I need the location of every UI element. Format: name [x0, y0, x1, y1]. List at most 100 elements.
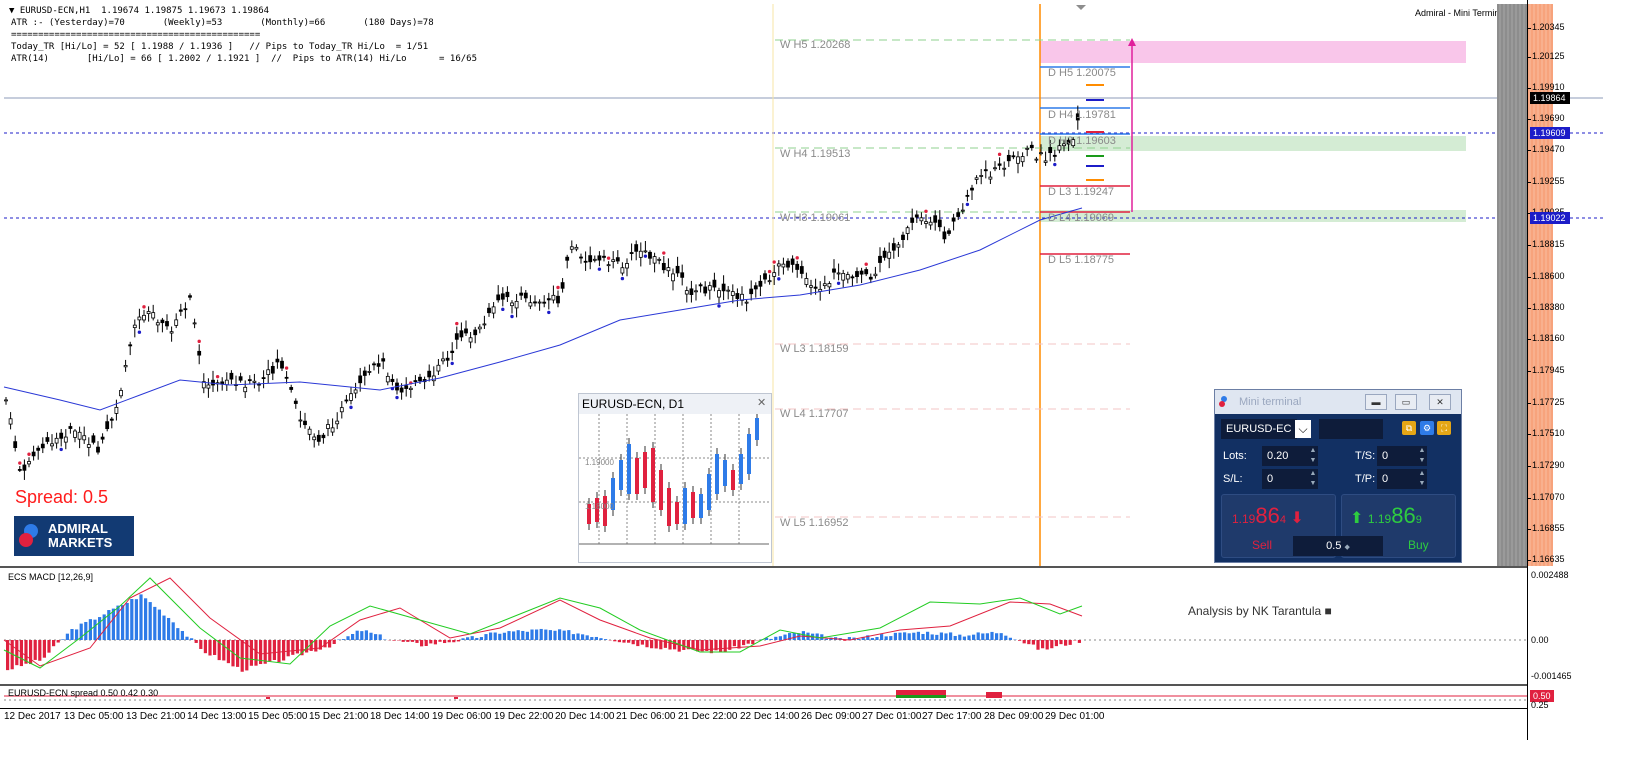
time-axis-label: 27 Dec 01:00: [862, 711, 922, 722]
macd-histogram-bar: [314, 640, 318, 652]
macd-histogram-bar: [746, 640, 750, 644]
symbol-dropdown-icon[interactable]: ⌵: [1295, 420, 1311, 438]
macd-histogram-bar: [562, 630, 566, 640]
scrollbar-track[interactable]: [1497, 4, 1527, 566]
macd-histogram-bar: [567, 630, 571, 640]
sell-price-small: 1.19: [1232, 512, 1256, 526]
ts-input[interactable]: 0: [1377, 446, 1417, 466]
sl-input[interactable]: 0: [1262, 469, 1308, 489]
candle-body: [266, 369, 271, 375]
candle-body: [634, 244, 639, 252]
fractal-up-marker: [455, 321, 459, 326]
macd-histogram-bar: [217, 640, 221, 661]
macd-histogram-bar: [452, 640, 456, 643]
macd-histogram-bar: [861, 636, 865, 640]
copy-icon[interactable]: ⧉: [1402, 421, 1416, 435]
macd-histogram-bar: [282, 640, 286, 661]
d1-candle-body: [675, 502, 679, 524]
candle-body: [123, 365, 128, 368]
candle-body: [813, 286, 818, 289]
macd-histogram-bar: [783, 634, 787, 640]
close-button[interactable]: ✕: [1429, 394, 1451, 410]
macd-histogram-bar: [548, 630, 552, 640]
macd-histogram-bar: [663, 640, 667, 648]
candle-body: [1039, 152, 1043, 155]
macd-histogram-bar: [857, 639, 861, 640]
candle-body: [436, 364, 441, 372]
macd-histogram-bar: [38, 640, 42, 661]
macd-histogram-bar: [144, 598, 148, 640]
macd-histogram-bar: [903, 632, 907, 640]
candle-body: [878, 255, 882, 263]
gear-icon[interactable]: ⚙: [1420, 421, 1434, 435]
candle-body: [17, 469, 22, 471]
level-w-h5: W H5 1.20268: [780, 39, 851, 51]
candle-body: [91, 435, 96, 443]
ts-stepper[interactable]: ▲ ▼: [1417, 446, 1427, 466]
candle-body: [942, 231, 947, 240]
d1-candle-body: [643, 452, 647, 488]
expand-icon[interactable]: ⛶: [1437, 421, 1451, 435]
candle-body: [666, 267, 671, 272]
candle-body: [427, 370, 432, 378]
macd-histogram-bar: [958, 634, 962, 640]
macd-histogram-bar: [1077, 640, 1081, 643]
macd-pane[interactable]: ECS MACD [12,26,9] Analysis by NK Tarant…: [0, 568, 1527, 684]
spread-chart: [4, 690, 1527, 701]
main-chart-area[interactable]: ▼ EURUSD-ECN,H1 1.19674 1.19875 1.19673 …: [0, 0, 1603, 566]
candle-body: [100, 436, 105, 440]
candle-body: [721, 283, 726, 292]
macd-histogram-bar: [65, 633, 69, 640]
tp-stepper[interactable]: ▲ ▼: [1417, 469, 1427, 489]
candle-body: [974, 177, 979, 180]
macd-histogram-bar: [801, 631, 805, 640]
mini-terminal-title: Mini terminal: [1239, 396, 1302, 408]
macd-histogram-bar: [351, 633, 355, 640]
sl-stepper[interactable]: ▲ ▼: [1308, 469, 1318, 489]
macd-histogram-bar: [369, 632, 373, 640]
price-axis-border: [1527, 0, 1528, 740]
candle-body: [523, 292, 528, 299]
candle-body: [358, 375, 363, 384]
candle-body: [551, 294, 556, 301]
spread-pane[interactable]: EURUSD-ECN spread 0.50 0.42 0.30: [0, 686, 1527, 708]
macd-histogram-bar: [995, 633, 999, 640]
candle-body: [505, 291, 510, 298]
fractal-up-marker: [864, 262, 868, 266]
pane-divider-1[interactable]: [0, 566, 1527, 568]
price-tag-current: 1.19864: [1530, 92, 1570, 104]
macd-histogram-bar: [682, 640, 686, 650]
time-axis-label: 26 Dec 09:00: [801, 711, 861, 722]
candle-body: [583, 260, 588, 263]
candle-body: [50, 443, 54, 447]
macd-histogram-bar: [291, 640, 295, 655]
fractal-down-marker: [59, 447, 63, 452]
lots-input[interactable]: 0.20: [1262, 446, 1308, 466]
pane-divider-2[interactable]: [0, 684, 1527, 686]
candle-body: [565, 256, 570, 261]
candle-body: [36, 447, 41, 451]
macd-histogram-bar: [199, 640, 203, 649]
candle-body: [694, 290, 698, 293]
time-axis-label: 19 Dec 06:00: [432, 711, 492, 722]
macd-histogram-bar: [880, 634, 884, 640]
candle-body: [169, 331, 174, 334]
tp-input[interactable]: 0: [1377, 469, 1417, 489]
lots-stepper[interactable]: ▲ ▼: [1308, 446, 1318, 466]
macd-histogram-bar: [475, 637, 479, 640]
fractal-down-marker: [643, 254, 648, 258]
candle-body: [312, 436, 317, 441]
macd-histogram-bar: [709, 640, 713, 654]
d1-subwindow[interactable]: EURUSD-ECN, D1 ✕ 1.19000 1.18000: [578, 393, 772, 563]
candle-body: [983, 169, 988, 172]
symbol-field[interactable]: EURUSD-EC: [1221, 419, 1297, 439]
minimize-button[interactable]: ▬: [1365, 394, 1387, 410]
candle-body: [146, 311, 151, 315]
restore-button[interactable]: ▭: [1395, 394, 1417, 410]
mini-terminal[interactable]: Mini terminal ▬ ▭ ✕ EURUSD-EC ⌵ ⧉ ⚙ ⛶ Lo…: [1214, 389, 1462, 563]
candle-body: [891, 243, 896, 251]
fractal-up-marker: [215, 374, 220, 379]
d1-close-icon[interactable]: ✕: [757, 397, 767, 409]
macd-histogram-bar: [268, 640, 272, 662]
macd-histogram-bar: [493, 632, 497, 640]
